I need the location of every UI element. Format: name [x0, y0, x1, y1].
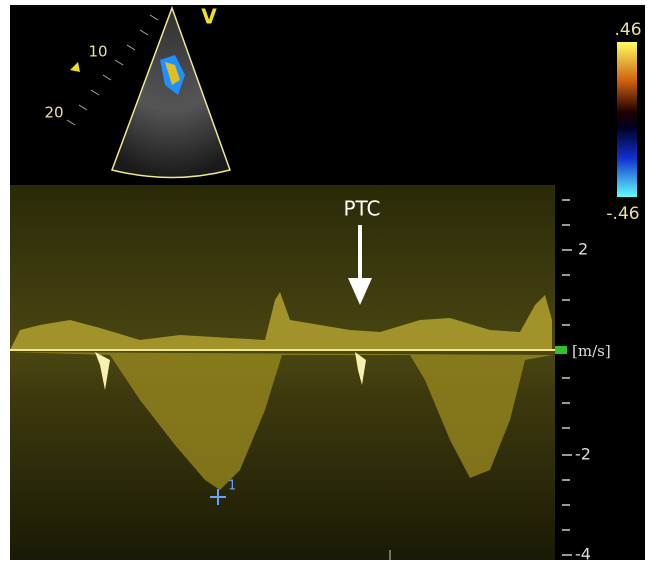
depth-label: 10	[88, 43, 107, 61]
ultrasound-screen: 2 -2 -4 [m/s] PTC 1 10 20 V .46 -.46	[0, 0, 655, 569]
color-scale-label: -.46	[606, 204, 639, 224]
color-bar	[617, 42, 637, 197]
velocity-label: -4	[575, 545, 591, 564]
unit-label: [m/s]	[572, 342, 611, 360]
cursor-label: 1	[228, 479, 236, 494]
orientation-mark: V	[201, 5, 217, 29]
color-scale-label: .46	[614, 20, 641, 40]
velocity-label: 2	[578, 240, 588, 259]
annotation: PTC	[343, 197, 380, 221]
depth-label: 20	[44, 104, 63, 122]
baseline-marker	[555, 346, 567, 354]
velocity-label: -2	[575, 445, 591, 464]
